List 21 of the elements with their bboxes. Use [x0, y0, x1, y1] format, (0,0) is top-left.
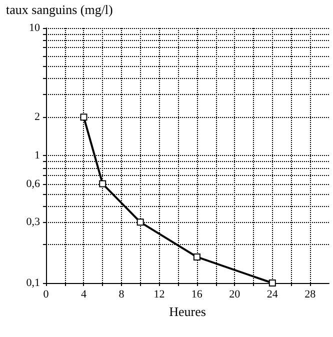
x-tick-label: 8 — [118, 288, 125, 300]
y-tick-label: 0,3 — [26, 216, 40, 228]
x-tick-label: 4 — [80, 288, 87, 300]
x-tick-label: 24 — [266, 288, 278, 300]
y-tick-label: 0,1 — [26, 277, 40, 289]
y-tick-label: 1 — [34, 150, 40, 162]
y-axis-title: taux sanguins (mg/l) — [6, 2, 113, 17]
y-tick-label: 10 — [29, 22, 40, 34]
point — [99, 180, 106, 188]
x-tick-label: 16 — [191, 288, 203, 300]
x-axis-title: Heures — [169, 304, 206, 319]
y-tick-label: 0,6 — [26, 178, 40, 190]
x-tick-label: 20 — [229, 288, 241, 300]
y-tick-label: 2 — [34, 111, 40, 124]
point — [136, 218, 144, 226]
x-tick-label: 28 — [304, 288, 316, 300]
point — [268, 280, 276, 286]
x-tick-label: 0 — [43, 288, 50, 300]
point — [193, 253, 200, 260]
x-tick-label: 12 — [154, 288, 165, 300]
point — [80, 114, 88, 121]
